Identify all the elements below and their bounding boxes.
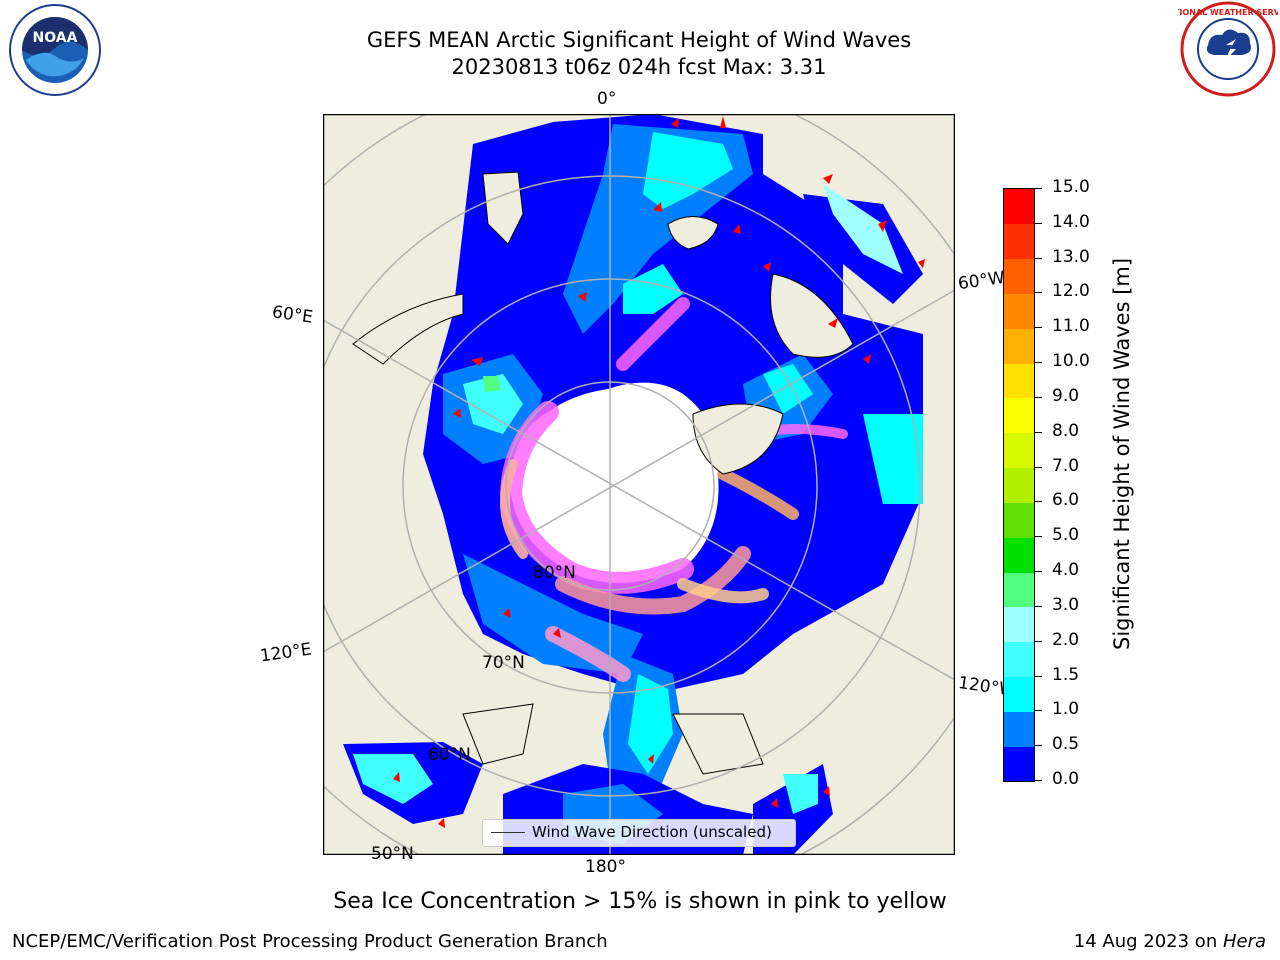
lat-label-50n: 50°N (371, 844, 414, 864)
colorbar-tick-label: 12.0 (1052, 281, 1090, 302)
noaa-logo-text: NOAA (33, 30, 78, 46)
colorbar-label: Significant Height of Wind Waves [m] (1110, 257, 1134, 650)
colorbar-segment (1004, 189, 1034, 225)
colorbar-tick-mark (1034, 745, 1042, 747)
colorbar-segment (1004, 223, 1034, 260)
colorbar-tick-label: 14.0 (1052, 211, 1090, 232)
colorbar-tick-label: 9.0 (1052, 385, 1080, 406)
footer-host: Hera (1222, 931, 1266, 952)
nws-logo-text: NATIONAL WEATHER SERVICE (1178, 8, 1278, 17)
colorbar-tick-label: 0.5 (1052, 734, 1080, 755)
colorbar-tick-mark (1034, 188, 1042, 189)
colorbar-tick-mark (1034, 536, 1042, 538)
footer-credit: NCEP/EMC/Verification Post Processing Pr… (12, 931, 608, 952)
nws-logo: NATIONAL WEATHER SERVICE (1178, 1, 1278, 97)
colorbar-tick-mark (1034, 605, 1042, 607)
graticule (323, 114, 955, 855)
colorbar-tick-mark (1034, 710, 1042, 712)
legend-label: Wind Wave Direction (unscaled) (532, 823, 772, 841)
colorbar-tick-mark (1034, 675, 1042, 677)
colorbar-tick-label: 8.0 (1052, 420, 1080, 441)
colorbar-tick-label: 2.0 (1052, 629, 1080, 650)
colorbar-tick-label: 10.0 (1052, 351, 1090, 372)
colorbar-tick-label: 11.0 (1052, 316, 1090, 337)
colorbar-tick-mark (1034, 780, 1042, 781)
colorbar-tick-mark (1034, 327, 1042, 329)
colorbar-tick-label: 7.0 (1052, 455, 1080, 476)
colorbar-tick-mark (1034, 431, 1042, 433)
sea-ice-rim (499, 297, 848, 682)
colorbar-tick-label: 15.0 (1052, 177, 1090, 197)
legend-arrow-line (491, 832, 525, 833)
colorbar-tick-mark (1034, 396, 1042, 398)
colorbar-tick-mark (1034, 466, 1042, 468)
colorbar-segment (1004, 363, 1034, 399)
polar-map (323, 114, 955, 855)
colorbar-tick-mark (1034, 640, 1042, 642)
colorbar (1003, 188, 1035, 782)
lon-label-60w: 60°W (956, 267, 1007, 295)
colorbar-tick-label: 1.0 (1052, 699, 1080, 720)
ice-pack-no-data (510, 382, 719, 583)
colorbar-tick-mark (1034, 257, 1042, 259)
colorbar-segment (1004, 572, 1034, 608)
colorbar-segment (1004, 502, 1034, 538)
land-masses (352, 171, 854, 775)
lat-label-60n: 60°N (428, 745, 471, 765)
colorbar-segment (1004, 432, 1034, 469)
colorbar-segment (1004, 641, 1034, 678)
colorbar-tick-label: 5.0 (1052, 525, 1080, 546)
colorbar-segment (1004, 746, 1034, 782)
colorbar-segment (1004, 676, 1034, 712)
sea-ice-note: Sea Ice Concentration > 15% is shown in … (333, 889, 947, 914)
colorbar-segment (1004, 467, 1034, 503)
colorbar-tick-label: 0.0 (1052, 769, 1080, 789)
colorbar-segment (1004, 328, 1034, 364)
colorbar-tick-mark (1034, 362, 1042, 364)
colorbar-segment (1004, 711, 1034, 747)
lat-label-70n: 70°N (482, 653, 525, 673)
colorbar-tick-mark (1034, 292, 1042, 294)
colorbar-tick-mark (1034, 222, 1042, 224)
colorbar-tick-label: 13.0 (1052, 246, 1090, 267)
colorbar-tick-label: 1.5 (1052, 664, 1080, 685)
lat-label-80n: 80°N (533, 563, 576, 583)
colorbar-segment (1004, 397, 1034, 434)
map-legend: Wind Wave Direction (unscaled) (482, 819, 796, 847)
footer-date: 14 Aug 2023 on Hera (1074, 931, 1266, 952)
colorbar-segment (1004, 537, 1034, 573)
map-title: GEFS MEAN Arctic Significant Height of W… (366, 28, 912, 52)
noaa-logo: NOAA (9, 4, 101, 96)
map-frame (323, 114, 955, 855)
lon-label-60e: 60°E (270, 302, 315, 328)
colorbar-tick-mark (1034, 571, 1042, 573)
lon-label-180: 180° (585, 857, 626, 877)
colorbar-segment (1004, 606, 1034, 643)
colorbar-tick-label: 6.0 (1052, 490, 1080, 511)
colorbar-segment (1004, 293, 1034, 329)
colorbar-tick-label: 4.0 (1052, 560, 1080, 581)
colorbar-segment (1004, 258, 1034, 294)
colorbar-tick-label: 3.0 (1052, 594, 1080, 615)
wind-wave-arrows (393, 116, 925, 828)
map-subtitle: 20230813 t06z 024h fcst Max: 3.31 (451, 55, 827, 79)
colorbar-tick-mark (1034, 501, 1042, 503)
lon-label-120e: 120°E (258, 639, 313, 667)
footer-date-text: 14 Aug 2023 on (1073, 931, 1223, 952)
lon-label-0: 0° (597, 89, 617, 109)
